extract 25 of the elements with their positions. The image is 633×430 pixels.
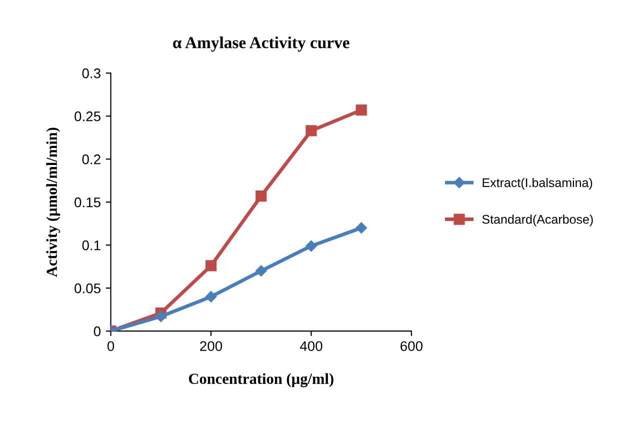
x-axis-title: Concentration (µg/ml) [188, 373, 334, 388]
point [256, 265, 267, 277]
chart-title: α Amylase Activity curve [173, 36, 350, 52]
x-tick-label: 400 [300, 341, 322, 352]
y-tick-label: 0.1 [82, 240, 100, 250]
y-tick-label: 0.15 [74, 197, 100, 208]
y-tick-label: 0.05 [74, 283, 100, 294]
legend-label: Standard(Acarbose) [482, 214, 593, 226]
y-tick-label: 0.2 [82, 154, 100, 164]
legend-label: Extract(I.balsamina) [482, 178, 592, 190]
point [205, 260, 217, 272]
x-tick-label: 0 [107, 341, 114, 352]
x-tick-label: 600 [400, 341, 422, 352]
point [155, 310, 166, 322]
point [356, 104, 367, 116]
point [205, 291, 217, 302]
point [256, 190, 267, 202]
y-tick-label: 0 [94, 326, 101, 336]
x-tick-label: 200 [200, 341, 222, 352]
y-axis-title: Activity (µmol/ml/min) [46, 128, 60, 277]
point [356, 222, 367, 234]
y-tick-label: 0.25 [74, 111, 100, 122]
point [306, 125, 317, 136]
y-tick-label: 0.3 [82, 68, 100, 78]
point [306, 240, 317, 252]
